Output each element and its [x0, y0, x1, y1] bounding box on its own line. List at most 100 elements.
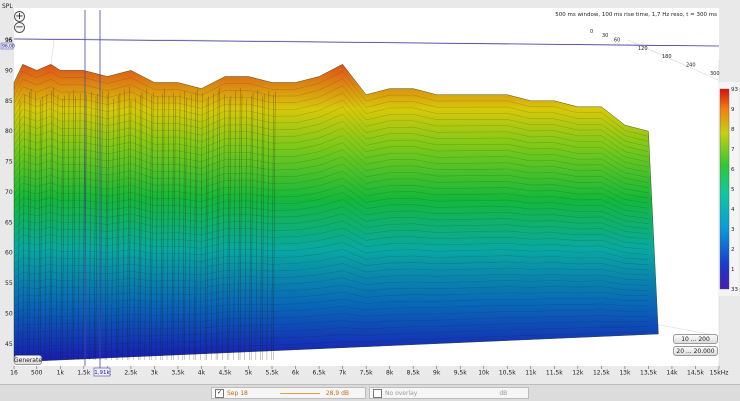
low-frequency-ridge: [149, 95, 152, 361]
low-frequency-ridge: [239, 94, 243, 361]
x-tick-label: 4k: [198, 370, 206, 377]
time-slice-line: [13, 199, 649, 229]
x-axis-strip: [14, 366, 719, 376]
y-tick-label: 45: [5, 341, 13, 348]
y-tick-label: 55: [5, 280, 13, 287]
low-frequency-ridge: [182, 90, 186, 361]
x-tick-label: 12,5k: [593, 370, 610, 377]
time-tick-label: 240: [686, 63, 696, 69]
range-button-20-20000[interactable]: 20 ... 20.000: [673, 346, 718, 356]
time-slice-line: [13, 284, 649, 300]
low-frequency-ridge: [127, 86, 130, 361]
overlay-legend-bar: ✓ Sep 18 28,9 dB No overlay dB: [0, 384, 740, 401]
x-tick-label: 14,5k: [687, 370, 704, 377]
low-frequency-ridge: [173, 96, 176, 361]
time-slice-line: [13, 277, 649, 293]
low-frequency-ridge: [95, 93, 98, 361]
x-tick-label: 13k: [619, 370, 631, 377]
time-slice-line: [13, 213, 649, 240]
range-button-10-200[interactable]: 10 ... 200: [673, 334, 718, 344]
y-tick-label: 90: [5, 67, 13, 74]
time-slice-line: [13, 270, 649, 286]
x-tick-label: 1k: [57, 370, 65, 377]
x-tick-label: 4,5k: [218, 370, 232, 377]
low-frequency-ridge: [249, 95, 252, 361]
time-slice-line: [13, 163, 649, 204]
low-frequency-ridge: [133, 97, 136, 361]
low-frequency-ridge: [273, 91, 276, 361]
y-tick-label: 50: [5, 310, 13, 317]
peak-level-line: [13, 38, 720, 47]
colorbar-tick-label: 5: [731, 187, 735, 193]
x-tick-label: 15kHz: [710, 370, 729, 377]
low-frequency-ridge: [215, 90, 219, 361]
colorbar-tick-label: 2: [731, 247, 735, 253]
colorbar-tick-label: 8: [731, 127, 735, 133]
time-slice-line: [13, 263, 649, 279]
side-marker-box: [0, 42, 14, 50]
time-slice-line: [13, 249, 649, 265]
zoom-out-button[interactable]: −: [14, 22, 25, 33]
y-tick-label: 60: [5, 250, 13, 257]
generate-button[interactable]: Generate: [13, 355, 43, 365]
time-slice-line: [13, 78, 649, 142]
low-frequency-ridge: [115, 95, 119, 361]
time-tick-label: 120: [638, 46, 648, 52]
time-slice-line: [13, 297, 649, 314]
legend-item-measurement[interactable]: ✓ Sep 18 28,9 dB: [211, 387, 366, 399]
low-frequency-ridge: [117, 92, 121, 361]
low-frequency-ridge: [104, 94, 108, 361]
colorbar-tick-label: 33: [731, 287, 738, 293]
legend-item-overlay[interactable]: No overlay dB: [369, 387, 529, 399]
low-frequency-ridge: [195, 88, 198, 361]
low-frequency-ridge: [266, 90, 270, 361]
measurement-checkbox[interactable]: ✓: [215, 388, 224, 398]
time-slice-line: [13, 309, 649, 328]
colorbar-tick-label: 7: [731, 147, 735, 153]
y-tick-label: 75: [5, 159, 13, 166]
low-frequency-ridge: [93, 96, 97, 361]
x-tick-label: 5,5k: [266, 370, 280, 377]
cursor-readout: 1,91k: [94, 370, 110, 376]
low-frequency-ridge: [73, 96, 76, 361]
low-frequency-ridge: [200, 92, 203, 361]
overlay-value: dB: [499, 389, 508, 397]
low-frequency-ridge: [38, 99, 41, 361]
low-frequency-ridge: [138, 94, 141, 361]
x-tick-label: 10,5k: [499, 370, 516, 377]
overlay-checkbox[interactable]: [373, 388, 382, 398]
x-tick-label: 16: [10, 370, 18, 377]
low-frequency-ridge: [260, 96, 263, 361]
zoom-in-button[interactable]: +: [14, 11, 25, 22]
low-frequency-ridge: [217, 87, 221, 361]
x-tick-label: 9,5k: [454, 370, 468, 377]
time-slice-line: [13, 92, 649, 152]
x-tick-label: 12k: [572, 370, 584, 377]
time-slice-line: [13, 128, 649, 178]
time-tick-label: 0: [590, 29, 593, 35]
time-slice-line: [13, 326, 649, 349]
low-frequency-ridge: [62, 95, 65, 361]
surface-layer: [13, 64, 659, 363]
low-frequency-ridge: [77, 93, 81, 361]
x-tick-label: 1,5k: [77, 370, 91, 377]
time-slice-line: [13, 156, 649, 199]
time-slice-line: [13, 170, 649, 209]
low-frequency-ridge: [238, 87, 241, 361]
colorbar: [719, 88, 730, 290]
time-slice-line: [13, 227, 649, 250]
low-frequency-ridge: [166, 95, 170, 361]
low-frequency-ridge: [55, 94, 59, 361]
low-frequency-ridge: [71, 89, 75, 361]
side-marker-label: 96,00: [2, 44, 15, 50]
x-tick-label: 3k: [151, 370, 159, 377]
low-frequency-ridge: [244, 98, 247, 361]
x-tick-label: 8k: [386, 370, 394, 377]
time-slice-line: [13, 71, 649, 137]
y-tick-label: 65: [5, 219, 13, 226]
low-frequency-ridge: [261, 93, 265, 361]
x-tick-label: 6k: [292, 370, 300, 377]
low-frequency-ridge: [188, 94, 192, 361]
colorbar-tick-label: 9: [731, 107, 735, 113]
